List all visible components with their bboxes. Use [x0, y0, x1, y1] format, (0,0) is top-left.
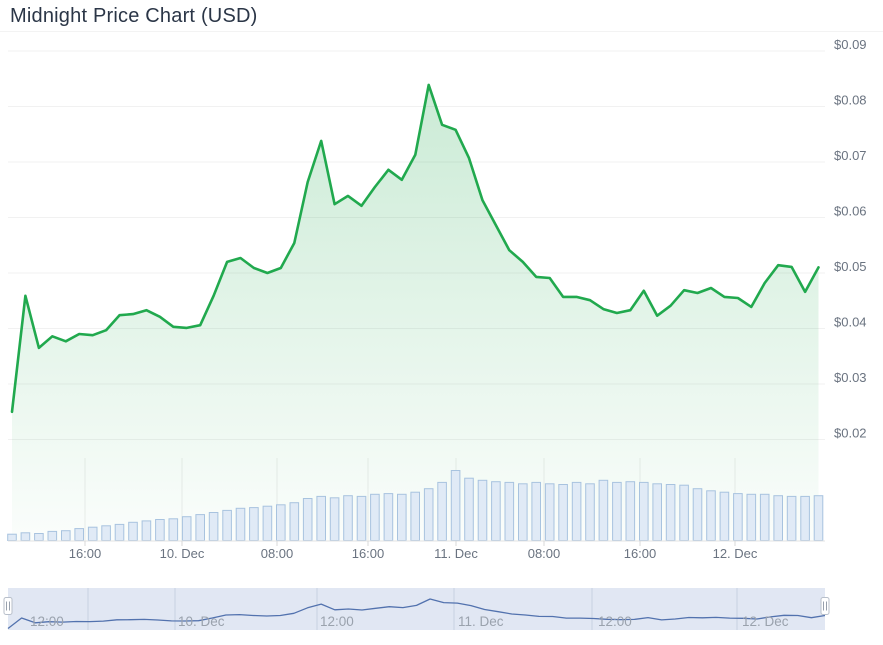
navigator-axis-label: 11. Dec	[458, 614, 504, 629]
volume-bar	[558, 484, 568, 541]
x-axis-label: 11. Dec	[434, 546, 478, 561]
volume-bar	[101, 525, 111, 541]
volume-bar	[87, 526, 98, 542]
y-axis-label: $0.03	[834, 370, 867, 385]
volume-bar	[692, 488, 703, 542]
y-axis-label: $0.07	[834, 148, 867, 163]
y-axis-label: $0.06	[834, 204, 867, 219]
volume-bar	[746, 493, 757, 541]
volume-bar	[316, 495, 326, 541]
volume-bar	[598, 479, 609, 541]
navigator-track[interactable]	[8, 588, 825, 630]
x-axis-label: 16:00	[624, 546, 657, 561]
volume-bar	[276, 504, 286, 541]
volume-bar	[34, 533, 44, 541]
y-axis-label: $0.08	[834, 93, 867, 108]
x-axis-label: 10. Dec	[160, 546, 205, 561]
y-axis-label: $0.02	[834, 426, 867, 441]
volume-bar	[639, 481, 649, 541]
x-axis: 16:00 10. Dec 08:00 16:00 11. Dec 08:00 16:00 1…	[8, 540, 825, 561]
volume-bar	[356, 495, 367, 541]
navigator-line	[7, 598, 826, 630]
volume-bar	[249, 507, 259, 542]
volume-bar	[181, 516, 192, 542]
handle-body-icon[interactable]	[820, 597, 830, 615]
y-axis-label: $0.09	[834, 37, 867, 52]
navigator-axis-label: 12. Dec	[742, 614, 789, 629]
volume-bar	[531, 481, 542, 541]
volume-bar	[195, 514, 205, 541]
volume-bar	[733, 493, 743, 542]
x-axis-label: 08:00	[261, 546, 294, 561]
navigator-axis-label: 12:00	[598, 614, 632, 629]
volume-bar	[518, 483, 528, 541]
navigator-right-handle[interactable]	[820, 597, 830, 615]
navigator-left-handle[interactable]	[3, 597, 13, 615]
volume-bar	[665, 484, 676, 541]
volume-bar	[423, 488, 434, 542]
volume-bar	[370, 493, 380, 541]
volume-bar	[477, 479, 488, 541]
chart-title: Midnight Price Chart (USD)	[10, 5, 258, 27]
x-axis-label: 16:00	[352, 546, 385, 561]
volume-bar	[706, 490, 716, 541]
volume-bar	[544, 483, 555, 541]
y-axis-label: $0.04	[834, 315, 867, 330]
volume-bar	[410, 491, 420, 542]
navigator-axis-label: 10. Dec	[178, 614, 225, 629]
volume-bar	[329, 497, 340, 541]
volume-bar	[625, 481, 636, 542]
volume-bar	[679, 484, 689, 542]
volume-bar	[491, 481, 501, 542]
volume-bar	[450, 470, 461, 541]
volume-bar	[114, 523, 125, 542]
volume-bar	[208, 512, 219, 541]
volume-bar	[155, 519, 165, 541]
y-axis-label: $0.05	[834, 259, 867, 274]
volume-bar	[397, 493, 407, 541]
volume-bar	[504, 481, 515, 541]
price-area-series	[12, 84, 819, 541]
x-axis-label: 08:00	[528, 546, 561, 561]
volume-bar	[7, 533, 17, 542]
price-line	[10, 83, 820, 414]
volume-bar	[585, 483, 595, 541]
volume-bar	[773, 495, 784, 542]
y-axis-labels: $0.09 $0.08 $0.07 $0.06 $0.05 $0.04 $0.03 $0.02	[834, 37, 867, 441]
volume-bar	[383, 493, 394, 542]
volume-bar	[719, 491, 730, 542]
navigator-axis-label: 12:00	[320, 614, 354, 629]
volume-bar	[813, 495, 824, 542]
volume-bar	[612, 481, 622, 541]
volume-bar	[800, 495, 810, 541]
volume-bar	[128, 521, 138, 541]
volume-bar	[759, 493, 770, 541]
volume-bar	[302, 498, 313, 541]
volume-bar	[222, 509, 232, 541]
volume-bar	[437, 481, 447, 541]
price-area-fill	[12, 84, 819, 541]
volume-bar	[235, 507, 246, 541]
navigator-axis-label: 12:00	[30, 614, 64, 629]
volume-bar	[343, 495, 353, 542]
x-axis-label: 12. Dec	[713, 546, 758, 561]
volume-bar	[262, 505, 273, 542]
navigator[interactable]: 12:00 10. Dec 12:00 11. Dec 12:00 12. Dec	[3, 588, 830, 630]
volume-bar	[786, 495, 797, 541]
volume-bar	[652, 483, 663, 541]
volume-bar	[289, 502, 300, 542]
volume-bar	[464, 477, 474, 542]
volume-bar	[61, 530, 71, 542]
volume-bar	[168, 518, 179, 541]
handle-body-icon[interactable]	[3, 597, 13, 615]
volume-bar	[74, 528, 85, 541]
x-axis-label: 16:00	[69, 546, 102, 561]
volume-bar	[47, 530, 58, 542]
volume-bar	[571, 481, 582, 541]
volume-bar	[141, 520, 152, 542]
price-line-series	[10, 83, 820, 414]
volume-bar	[20, 532, 31, 541]
